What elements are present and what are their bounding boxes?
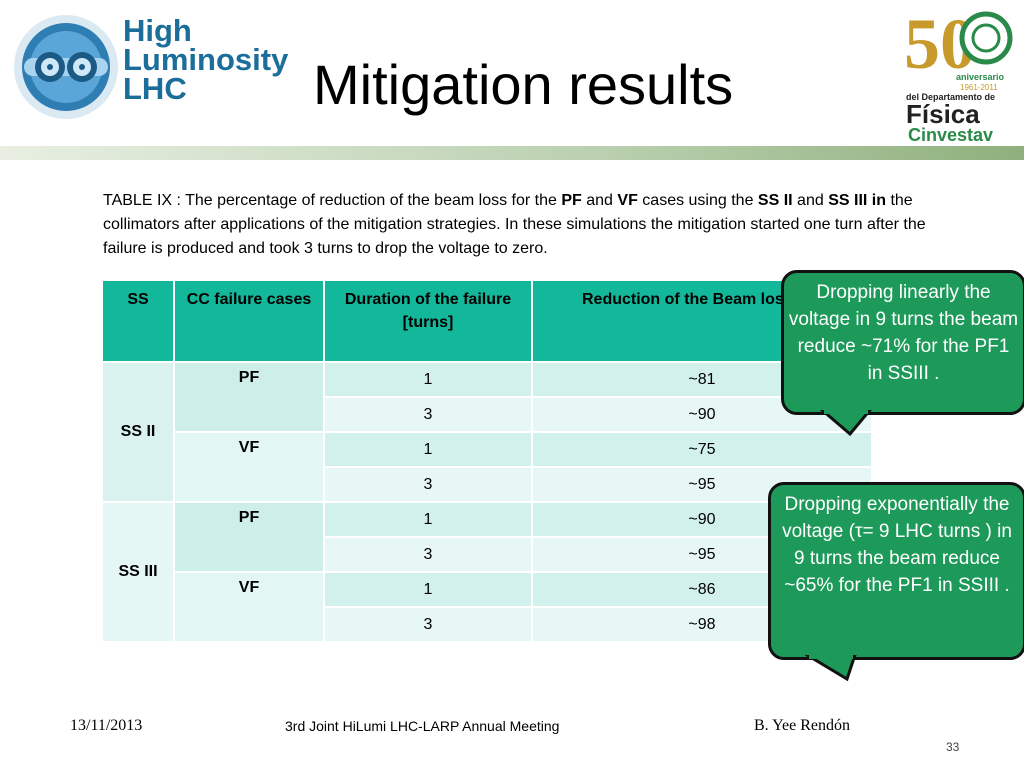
svg-text:Física: Física [906,99,980,129]
duration-cell: 3 [323,606,533,643]
callout-exponential-drop: Dropping exponentially the voltage (τ= 9… [768,482,1024,660]
hilumi-wordmark: High Luminosity LHC [123,13,289,106]
hilumi-line1: High [123,13,192,48]
table-row: SS III PF 1 ~90 [101,501,873,643]
page-number: 33 [946,740,960,754]
duration-cell: 1 [323,361,533,398]
callout-linear-drop: Dropping linearly the voltage in 9 turns… [781,270,1024,415]
anniversary-emblem-icon: 50 aniversario 1961-2011 del Departament… [904,4,1013,145]
svg-text:1961-2011: 1961-2011 [960,83,998,92]
cc-case-label: PF [173,361,325,433]
table-row: VF 1 ~75 [102,431,873,503]
header-cc-failure: CC failure cases [173,279,325,363]
svg-text:aniversario: aniversario [956,72,1005,82]
header-duration: Duration of the failure [turns] [323,279,533,363]
svg-text:del Departamento de: del Departamento de [906,92,995,102]
duration-cell: 3 [323,466,533,503]
duration-cell: 1 [323,571,533,608]
table-header-row: SS CC failure cases Duration of the fail… [101,279,873,363]
footer-meeting: 3rd Joint HiLumi LHC-LARP Annual Meeting [285,718,560,734]
table-row: SS II PF 1 ~81 [101,361,873,503]
footer-author: B. Yee Rendón [754,717,851,734]
ss-group-label: SS III [101,501,175,643]
duration-cell: 1 [323,431,533,468]
duration-cell: 3 [323,536,533,573]
cc-case-label: VF [173,571,325,643]
fisica-cinvestav-logo: 50 aniversario 1961-2011 del Departament… [900,4,1022,145]
cc-case-label: PF [173,501,325,573]
results-table: SS CC failure cases Duration of the fail… [101,279,873,643]
reduction-cell: ~75 [531,431,873,468]
hilumi-line3: LHC [123,71,187,106]
ss-group-label: SS II [101,361,175,503]
svg-text:Cinvestav: Cinvestav [908,125,993,144]
duration-cell: 1 [323,501,533,538]
table-row: VF 1 ~86 [102,571,873,643]
hilumi-logo [8,8,278,126]
callout-exponential-pointer [805,655,857,682]
header-divider [0,146,1024,160]
footer-date: 13/11/2013 [70,717,143,734]
cc-case-label: VF [173,431,325,503]
header-ss: SS [101,279,175,363]
hilumi-emblem-icon [14,15,118,119]
table-caption: TABLE IX : The percentage of reduction o… [103,192,926,257]
hilumi-line2: Luminosity [123,42,289,77]
duration-cell: 3 [323,396,533,433]
page-title: Mitigation results [313,53,734,116]
callout-linear-pointer [820,410,872,437]
